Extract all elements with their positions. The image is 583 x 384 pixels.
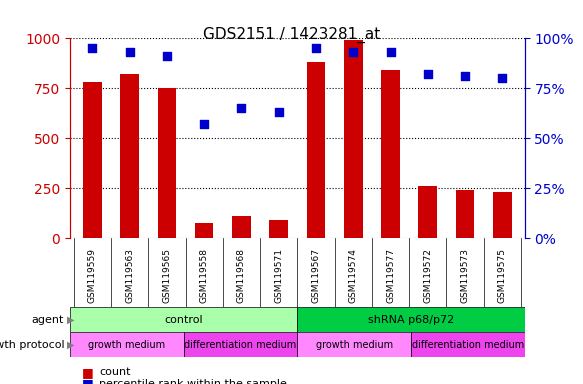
Point: [311, 45, 321, 51]
Text: percentile rank within the sample: percentile rank within the sample: [99, 379, 287, 384]
Text: GSM119571: GSM119571: [274, 248, 283, 303]
Text: GSM119559: GSM119559: [88, 248, 97, 303]
FancyBboxPatch shape: [70, 332, 184, 357]
Bar: [344, 40, 363, 238]
Bar: [120, 74, 139, 238]
Point: [498, 75, 507, 81]
Text: shRNA p68/p72: shRNA p68/p72: [368, 314, 454, 325]
FancyBboxPatch shape: [297, 307, 525, 332]
Text: ■: ■: [82, 377, 93, 384]
Text: growth medium: growth medium: [88, 339, 166, 350]
Bar: [419, 186, 437, 238]
Point: [87, 45, 97, 51]
Point: [423, 71, 433, 78]
Text: GSM119572: GSM119572: [423, 248, 432, 303]
Point: [274, 109, 283, 115]
Bar: [269, 220, 288, 238]
Point: [125, 49, 134, 55]
Text: control: control: [164, 314, 203, 325]
Text: GSM119563: GSM119563: [125, 248, 134, 303]
Bar: [456, 190, 475, 238]
Bar: [157, 88, 176, 238]
Text: count: count: [99, 367, 131, 377]
Point: [386, 49, 395, 55]
Point: [461, 73, 470, 79]
FancyBboxPatch shape: [70, 307, 297, 332]
Text: growth protocol: growth protocol: [0, 339, 64, 350]
Text: GSM119565: GSM119565: [163, 248, 171, 303]
Point: [162, 53, 171, 60]
Text: differentiation medium: differentiation medium: [184, 339, 297, 350]
Bar: [307, 62, 325, 238]
Text: GSM119575: GSM119575: [498, 248, 507, 303]
FancyBboxPatch shape: [184, 332, 297, 357]
Bar: [493, 192, 512, 238]
FancyBboxPatch shape: [411, 332, 525, 357]
Text: ▶: ▶: [67, 339, 75, 350]
Bar: [381, 70, 400, 238]
Text: growth medium: growth medium: [315, 339, 393, 350]
Text: GSM119558: GSM119558: [199, 248, 209, 303]
Bar: [232, 216, 251, 238]
Text: GDS2151 / 1423281_at: GDS2151 / 1423281_at: [203, 27, 380, 43]
Text: GSM119568: GSM119568: [237, 248, 246, 303]
Text: GSM119573: GSM119573: [461, 248, 469, 303]
Point: [349, 49, 358, 55]
Bar: [195, 223, 213, 238]
Text: GSM119577: GSM119577: [386, 248, 395, 303]
Text: GSM119567: GSM119567: [311, 248, 321, 303]
Text: differentiation medium: differentiation medium: [412, 339, 524, 350]
FancyBboxPatch shape: [297, 332, 411, 357]
Text: agent: agent: [31, 314, 64, 325]
Bar: [83, 82, 101, 238]
Text: GSM119574: GSM119574: [349, 248, 358, 303]
Text: ▶: ▶: [67, 314, 75, 325]
Point: [237, 105, 246, 111]
Point: [199, 121, 209, 127]
Text: ■: ■: [82, 366, 93, 379]
